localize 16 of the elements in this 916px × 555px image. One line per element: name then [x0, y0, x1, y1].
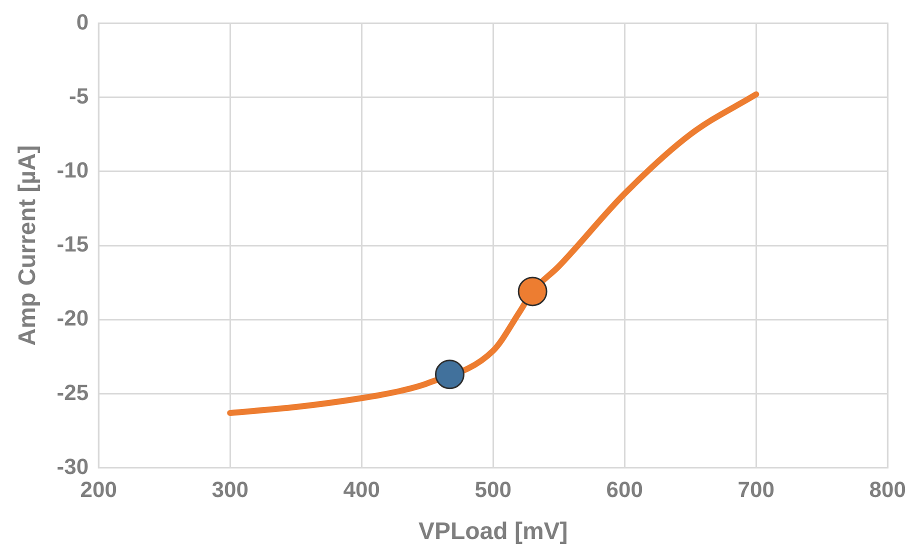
- y-tick-label: 0: [76, 9, 89, 34]
- x-tick-label: 800: [869, 477, 906, 502]
- y-axis-title: Amp Current [µA]: [14, 145, 42, 346]
- x-tick-label: 500: [474, 477, 512, 502]
- y-tick-label: -25: [56, 380, 89, 405]
- x-tick-label: 600: [606, 477, 643, 502]
- x-tick-label: 700: [738, 477, 774, 502]
- y-tick-label: -10: [56, 157, 89, 182]
- x-axis-title: VPLoad [mV]: [418, 518, 568, 546]
- y-tick-label: -5: [69, 83, 89, 108]
- y-tick-label: -15: [56, 232, 89, 257]
- x-tick-label: 300: [212, 477, 248, 502]
- y-tick-label: -30: [56, 454, 89, 479]
- x-tick-label: 200: [80, 477, 117, 502]
- y-tick-label: -20: [56, 306, 89, 331]
- x-tick-label: 400: [343, 477, 380, 502]
